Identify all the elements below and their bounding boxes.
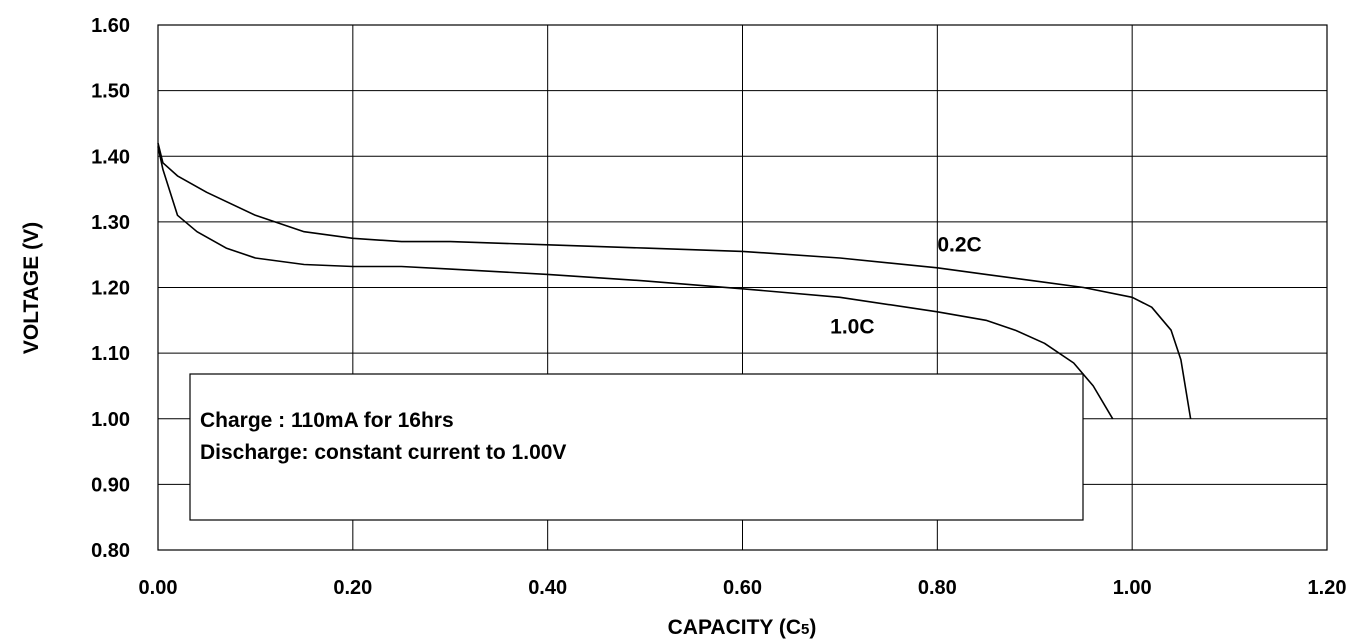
y-tick-label: 1.60 xyxy=(91,15,130,37)
x-tick-label: 1.20 xyxy=(1308,577,1347,599)
x-tick-label: 0.40 xyxy=(528,577,567,599)
x-tick-label: 0.60 xyxy=(723,577,762,599)
annotation-line-1: Charge : 110mA for 16hrs xyxy=(200,409,454,432)
series-labels: 0.2C 1.0C xyxy=(830,233,982,338)
y-tick-label: 1.10 xyxy=(91,343,130,365)
annotation-box-frame xyxy=(189,373,1084,521)
y-tick-label: 1.50 xyxy=(91,81,130,103)
y-tick-label: 1.00 xyxy=(91,409,130,431)
y-tick-label: 1.20 xyxy=(91,278,130,300)
annotation-line-2: Discharge: constant current to 1.00V xyxy=(200,441,566,464)
series-label-0-2C: 0.2C xyxy=(937,233,981,256)
y-tick-label: 1.40 xyxy=(91,146,130,168)
series-label-1-0C: 1.0C xyxy=(830,315,874,338)
x-tick-label: 0.80 xyxy=(918,577,957,599)
x-tick-label: 0.00 xyxy=(139,577,178,599)
x-tick-labels: 0.00 0.20 0.40 0.60 0.80 1.00 1.20 xyxy=(139,577,1347,599)
y-tick-label: 0.90 xyxy=(91,474,130,496)
x-axis-title: CAPACITY (C5) xyxy=(668,616,817,639)
series-line-0-2C xyxy=(157,142,1192,419)
series-line-1-0C xyxy=(157,146,1114,420)
y-tick-labels: 0.80 0.90 1.00 1.10 1.20 1.30 1.40 1.50 1.60 xyxy=(91,15,130,562)
plot-frame xyxy=(157,24,1328,551)
x-tick-label: 1.00 xyxy=(1113,577,1152,599)
series-lines xyxy=(157,142,1192,420)
y-axis-title: VOLTAGE (V) xyxy=(20,222,43,354)
x-tick-label: 0.20 xyxy=(333,577,372,599)
y-tick-label: 1.30 xyxy=(91,212,130,234)
plot-area-border xyxy=(157,24,1328,551)
annotation-box: Charge : 110mA for 16hrs Discharge: cons… xyxy=(189,373,1084,521)
y-tick-label: 0.80 xyxy=(91,540,130,562)
grid xyxy=(157,24,1328,551)
